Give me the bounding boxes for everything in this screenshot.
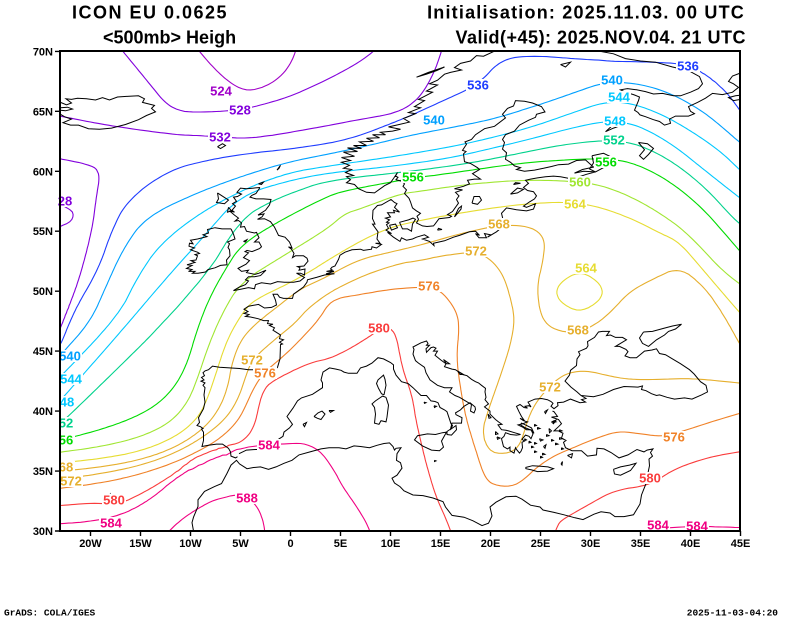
svg-text:45E: 45E (731, 538, 751, 550)
svg-text:5W: 5W (232, 538, 249, 550)
svg-text:532: 532 (209, 130, 231, 145)
svg-text:30N: 30N (33, 526, 53, 538)
svg-text:580: 580 (103, 493, 125, 508)
svg-text:576: 576 (418, 279, 440, 294)
svg-text:55N: 55N (33, 226, 53, 238)
svg-text:40E: 40E (681, 538, 701, 550)
svg-text:2025-11-03-04:20: 2025-11-03-04:20 (687, 608, 779, 619)
svg-text:60N: 60N (33, 166, 53, 178)
svg-text:35N: 35N (33, 466, 53, 478)
svg-text:50N: 50N (33, 286, 53, 298)
svg-text:10E: 10E (381, 538, 401, 550)
svg-text:540: 540 (59, 349, 81, 364)
svg-text:Initialisation: 2025.11.03. 00: Initialisation: 2025.11.03. 00 UTC (427, 3, 745, 23)
svg-text:576: 576 (663, 430, 685, 445)
svg-text:25E: 25E (531, 538, 551, 550)
svg-text:Valid(+45): 2025.NOV.04. 21 UT: Valid(+45): 2025.NOV.04. 21 UTC (456, 28, 746, 48)
svg-text:ICON EU 0.0625: ICON EU 0.0625 (72, 3, 228, 23)
svg-text:584: 584 (686, 519, 708, 534)
svg-text:540: 540 (423, 113, 445, 128)
svg-text:584: 584 (647, 518, 669, 533)
svg-text:30E: 30E (581, 538, 601, 550)
svg-text:528: 528 (229, 103, 251, 118)
svg-text:56: 56 (59, 433, 73, 448)
svg-text:15E: 15E (431, 538, 451, 550)
svg-text:70N: 70N (33, 46, 53, 58)
svg-text:564: 564 (575, 261, 597, 276)
svg-text:0: 0 (287, 538, 293, 550)
svg-text:15W: 15W (129, 538, 152, 550)
svg-text:584: 584 (100, 516, 122, 531)
svg-text:572: 572 (241, 353, 263, 368)
svg-text:556: 556 (402, 170, 424, 185)
svg-text:40N: 40N (33, 406, 53, 418)
svg-text:536: 536 (677, 59, 699, 74)
svg-text:540: 540 (601, 73, 623, 88)
svg-text:580: 580 (639, 471, 661, 486)
svg-text:588: 588 (236, 491, 258, 506)
svg-text:544: 544 (608, 90, 630, 105)
svg-text:548: 548 (604, 114, 626, 129)
svg-text:35E: 35E (631, 538, 651, 550)
svg-text:544: 544 (60, 372, 82, 387)
svg-text:564: 564 (564, 197, 586, 212)
svg-text:568: 568 (567, 323, 589, 338)
svg-text:68: 68 (59, 460, 73, 475)
svg-text:5E: 5E (334, 538, 347, 550)
svg-text:556: 556 (595, 155, 617, 170)
svg-text:20W: 20W (79, 538, 102, 550)
svg-text:524: 524 (210, 84, 232, 99)
svg-text:52: 52 (59, 416, 73, 431)
svg-text:560: 560 (569, 175, 591, 190)
svg-text:45N: 45N (33, 346, 53, 358)
svg-text:572: 572 (60, 474, 82, 489)
svg-text:584: 584 (258, 438, 280, 453)
svg-text:<500mb> Heigh: <500mb> Heigh (103, 28, 236, 48)
svg-text:65N: 65N (33, 106, 53, 118)
svg-text:GrADS: COLA/IGES: GrADS: COLA/IGES (4, 608, 96, 619)
svg-text:48: 48 (60, 395, 74, 410)
svg-text:28: 28 (58, 194, 72, 209)
svg-text:536: 536 (467, 78, 489, 93)
svg-text:572: 572 (465, 244, 487, 259)
svg-text:552: 552 (603, 133, 625, 148)
svg-text:576: 576 (254, 366, 276, 381)
svg-text:568: 568 (488, 217, 510, 232)
svg-text:10W: 10W (179, 538, 202, 550)
svg-text:580: 580 (368, 321, 390, 336)
svg-text:572: 572 (539, 380, 561, 395)
svg-text:20E: 20E (481, 538, 501, 550)
